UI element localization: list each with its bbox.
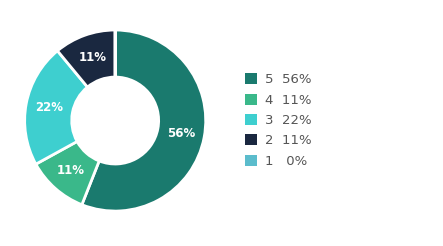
- Text: 11%: 11%: [78, 51, 106, 64]
- Wedge shape: [82, 30, 206, 211]
- Wedge shape: [25, 51, 87, 164]
- Text: 22%: 22%: [35, 102, 63, 114]
- Text: 11%: 11%: [57, 164, 85, 177]
- Text: 56%: 56%: [167, 127, 195, 139]
- Legend: 5  56%, 4  11%, 3  22%, 2  11%, 1   0%: 5 56%, 4 11%, 3 22%, 2 11%, 1 0%: [240, 68, 316, 173]
- Wedge shape: [36, 141, 99, 205]
- Wedge shape: [58, 30, 115, 87]
